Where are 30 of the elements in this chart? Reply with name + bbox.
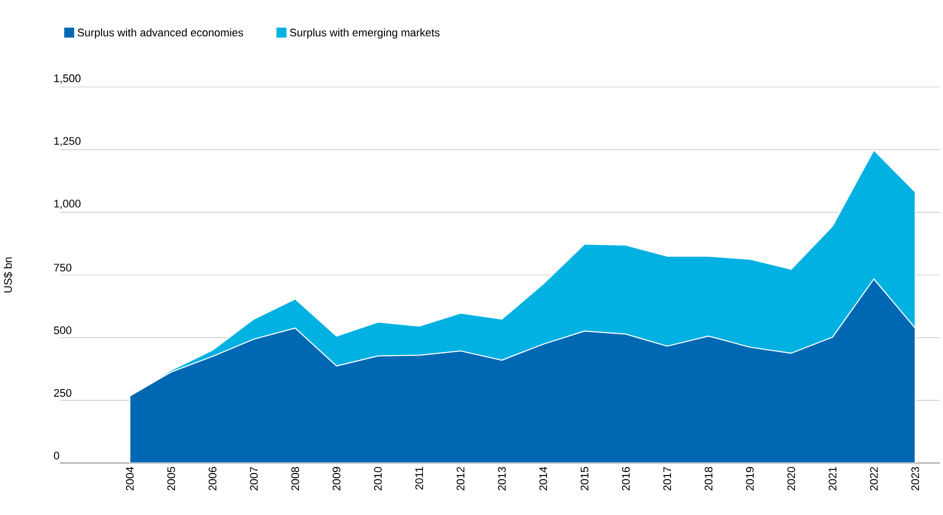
y-tick-label: 750 xyxy=(54,264,72,272)
x-tick-label: 2006 xyxy=(208,467,216,490)
x-tick-label: 2010 xyxy=(374,466,382,490)
y-axis-title: US$ bn xyxy=(4,257,12,292)
x-tick-label: 2023 xyxy=(911,467,920,490)
y-tick-label: 500 xyxy=(54,326,72,334)
x-tick-label: 2022 xyxy=(870,467,878,490)
x-tick-label: 2004 xyxy=(126,466,134,490)
x-tick-label: 2012 xyxy=(456,467,464,490)
x-tick-label: 2020 xyxy=(787,466,796,490)
x-tick-label: 2008 xyxy=(291,467,300,490)
x-tick-label: 2005 xyxy=(167,466,176,490)
x-tick-label: 2016 xyxy=(622,467,630,490)
x-tick-label: 2013 xyxy=(498,467,506,490)
x-tick-label: 2007 xyxy=(250,467,258,490)
x-tick-label: 2014 xyxy=(539,466,548,490)
x-tick-label: 2019 xyxy=(746,467,754,490)
y-tick-label: 0 xyxy=(54,452,60,460)
y-tick-label: 1,500 xyxy=(54,74,80,84)
y-tick-label: 250 xyxy=(54,389,72,397)
y-tick-label: 1,250 xyxy=(54,137,80,146)
x-tick-label: 2018 xyxy=(704,467,712,490)
legend-label: Surplus with emerging markets xyxy=(290,28,440,39)
x-tick-label: 2015 xyxy=(580,466,588,490)
y-tick-label: 1,000 xyxy=(54,200,80,209)
x-tick-label: 2011 xyxy=(415,467,424,490)
x-tick-label: 2021 xyxy=(828,467,836,490)
x-tick-label: 2017 xyxy=(663,467,672,490)
x-tick-label: 2009 xyxy=(332,467,340,490)
legend-label: Surplus with advanced economies xyxy=(78,28,244,39)
